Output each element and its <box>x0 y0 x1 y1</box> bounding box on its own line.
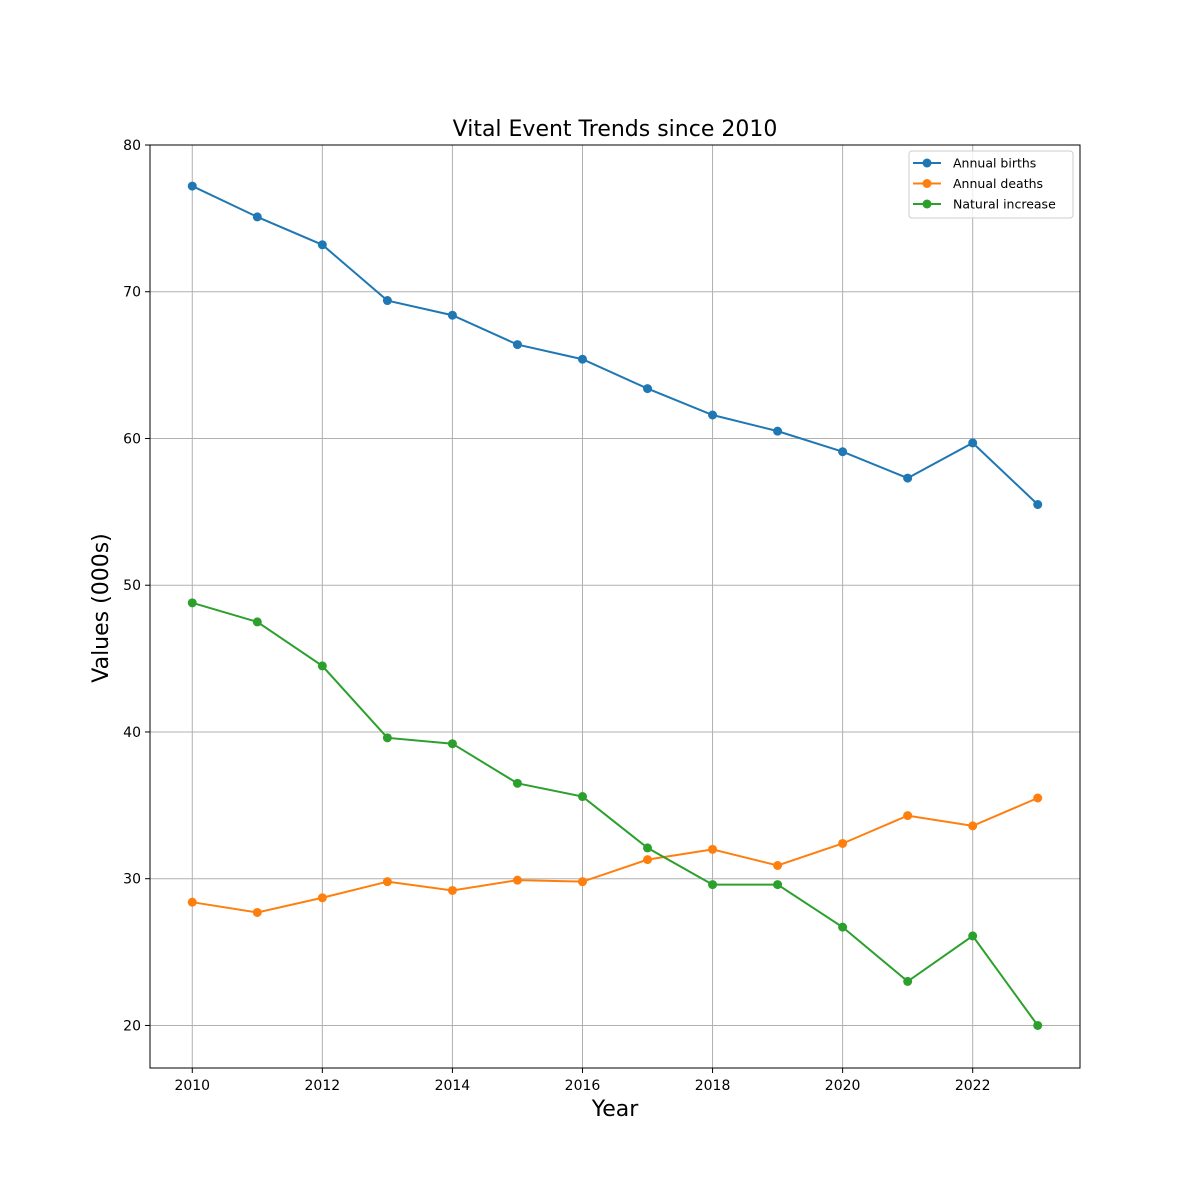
data-point-annual-deaths <box>577 877 587 887</box>
y-tick-label: 80 <box>123 138 141 154</box>
data-point-natural-increase <box>382 733 392 743</box>
x-tick-label: 2010 <box>174 1078 210 1094</box>
chart-title: Vital Event Trends since 2010 <box>453 117 778 142</box>
x-tick-label: 2018 <box>695 1078 731 1094</box>
y-axis-label: Values (000s) <box>89 533 114 683</box>
legend-marker-swatch <box>922 179 932 188</box>
series-line-annual-deaths <box>192 797 1039 914</box>
data-point-annual-births <box>252 212 262 222</box>
legend-item-natural-increase: Natural increase <box>913 197 1056 212</box>
legend-marker-swatch <box>922 158 932 168</box>
x-tick-label: 2020 <box>825 1078 861 1094</box>
x-tick-label: 2014 <box>435 1078 471 1094</box>
y-tick-label: 70 <box>123 285 141 301</box>
legend-box <box>908 150 1074 219</box>
data-point-natural-increase <box>838 922 848 932</box>
y-tick-label: 60 <box>123 431 141 447</box>
legend-label: Annual deaths <box>953 176 1043 191</box>
legend-item-annual-deaths: Annual deaths <box>913 176 1043 191</box>
data-point-annual-deaths <box>1033 793 1043 803</box>
data-point-annual-births <box>968 438 978 448</box>
y-tick-label: 50 <box>123 578 141 594</box>
y-tick-label: 30 <box>123 872 141 888</box>
data-point-annual-births <box>773 426 783 436</box>
series-annual-births <box>187 181 1043 510</box>
data-point-annual-births <box>1033 500 1043 510</box>
data-point-natural-increase <box>968 931 978 941</box>
series-natural-increase <box>187 598 1043 1030</box>
data-point-natural-increase <box>577 792 587 802</box>
x-tick-label: 2016 <box>565 1078 601 1094</box>
series-line-annual-births <box>191 185 1039 506</box>
data-point-annual-deaths <box>317 893 327 903</box>
data-point-natural-increase <box>773 880 783 890</box>
legend: Annual births Annual deaths Natural increa… <box>908 150 1074 219</box>
data-point-annual-deaths <box>903 811 913 821</box>
x-axis-ticks: 2010 2012 2014 2016 2018 2020 2022 <box>174 1068 991 1094</box>
data-point-annual-births <box>577 354 587 364</box>
data-point-natural-increase <box>252 617 262 627</box>
data-point-natural-increase <box>903 976 913 986</box>
y-tick-label: 40 <box>123 725 141 741</box>
series-layer <box>187 181 1043 1030</box>
y-tick-label: 20 <box>123 1018 141 1034</box>
data-point-natural-increase <box>447 739 457 749</box>
data-point-annual-deaths <box>447 885 457 895</box>
legend-marker-swatch <box>922 199 932 209</box>
data-point-annual-deaths <box>708 844 718 854</box>
x-tick-label: 2022 <box>955 1078 991 1094</box>
data-point-annual-deaths <box>968 821 978 831</box>
data-point-annual-deaths <box>512 875 522 885</box>
data-point-annual-births <box>447 310 457 320</box>
data-point-natural-increase <box>708 880 718 890</box>
legend-label: Annual births <box>953 156 1036 171</box>
data-point-natural-increase <box>1033 1020 1043 1030</box>
y-axis-ticks: 20 30 40 50 60 70 80 <box>123 138 150 1034</box>
data-point-annual-births <box>187 181 197 191</box>
data-point-annual-births <box>317 240 327 250</box>
data-point-annual-deaths <box>382 877 392 887</box>
data-point-annual-births <box>708 410 718 420</box>
series-annual-deaths <box>187 793 1043 917</box>
data-point-natural-increase <box>643 843 653 853</box>
legend-label: Natural increase <box>953 197 1056 212</box>
data-point-natural-increase <box>317 661 327 671</box>
data-point-natural-increase <box>187 598 197 608</box>
data-point-annual-births <box>382 296 392 306</box>
data-point-annual-births <box>512 340 522 350</box>
data-point-annual-births <box>643 384 653 394</box>
data-point-natural-increase <box>512 778 522 788</box>
legend-item-annual-births: Annual births <box>913 156 1036 171</box>
data-point-annual-deaths <box>252 907 262 917</box>
data-point-annual-deaths <box>773 860 783 870</box>
plot-frame <box>149 144 1081 1069</box>
x-axis-label: Year <box>591 1097 640 1122</box>
data-point-annual-deaths <box>643 855 653 865</box>
data-point-annual-deaths <box>187 897 197 907</box>
x-tick-label: 2012 <box>305 1078 341 1094</box>
data-point-annual-deaths <box>838 838 848 848</box>
data-point-annual-births <box>903 473 913 483</box>
series-line-natural-increase <box>191 601 1039 1027</box>
data-point-annual-births <box>838 447 848 457</box>
